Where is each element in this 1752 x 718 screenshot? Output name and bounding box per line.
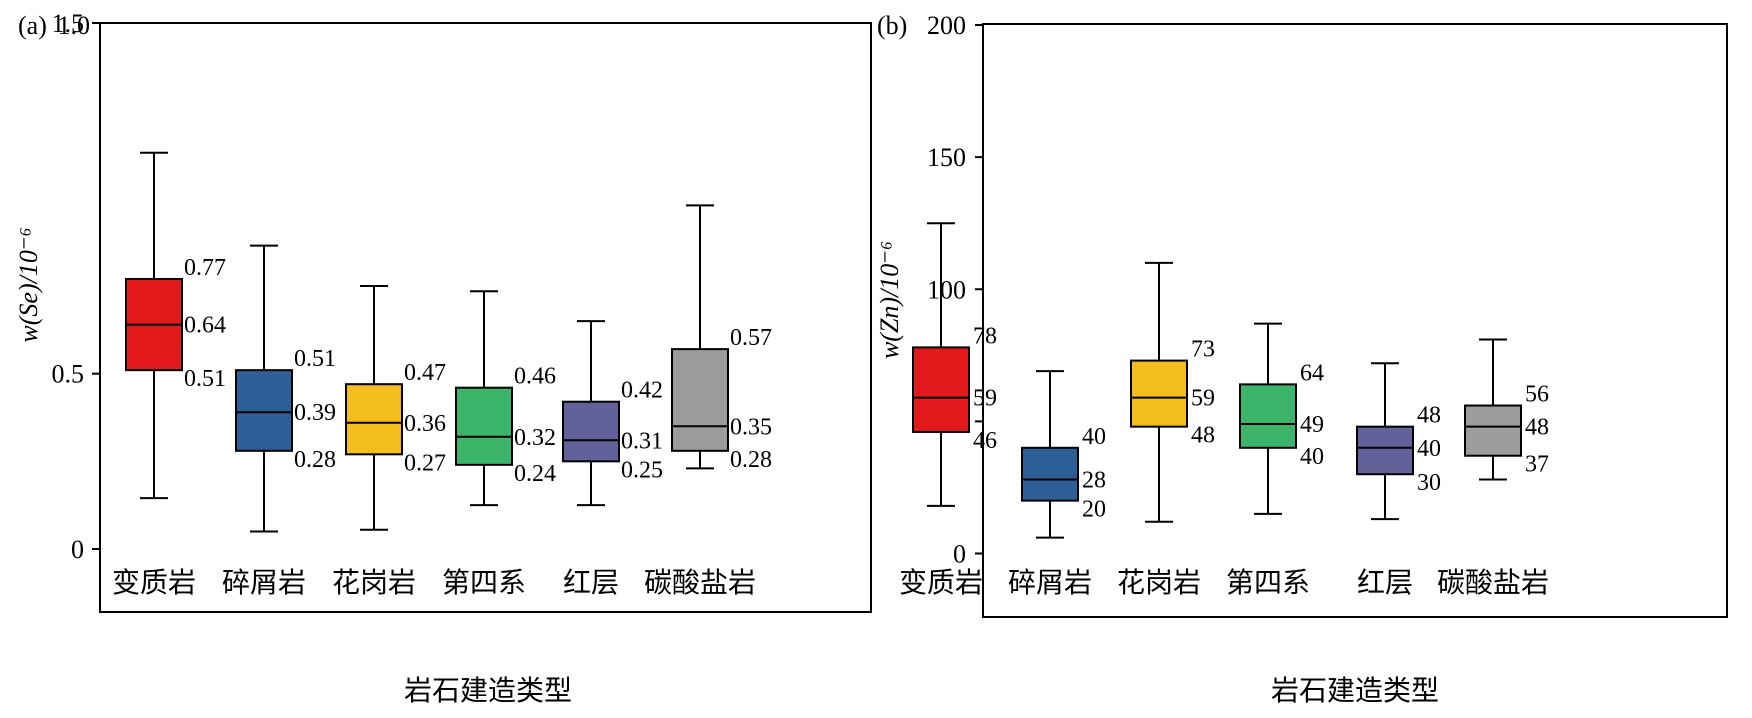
x-category-label: 碳酸盐岩 — [1437, 567, 1549, 599]
box-5: 0.42 0.31 0.25 — [562, 320, 663, 507]
median-label: 49 — [1300, 412, 1324, 438]
q1-label: 0.28 — [730, 447, 772, 473]
q3-label: 73 — [1191, 337, 1215, 363]
iqr-box — [235, 369, 293, 452]
x-category-label: 第四系 — [1226, 567, 1310, 599]
median-label: 59 — [1191, 386, 1215, 412]
median-label: 40 — [1417, 436, 1441, 462]
median-label: 0.32 — [514, 425, 556, 451]
box-6: 56 48 37 — [1464, 338, 1549, 481]
panel-b-boxes: 78 59 46 40 28 20 73 59 48 64 49 40 48 40 30 56 48 37 — [912, 222, 1549, 539]
box-5: 48 40 30 — [1356, 362, 1441, 521]
iqr-box — [562, 400, 620, 463]
q1-label: 20 — [1082, 497, 1106, 523]
panel-a-x-axis-label: 岩石建造类型 — [404, 675, 572, 707]
q3-label: 0.42 — [621, 378, 663, 404]
panel-a-x-ticks: 变质岩 碎屑岩 花岗岩 第四系 红层 碳酸盐岩 — [112, 567, 756, 599]
box-2: 0.51 0.39 0.28 — [235, 244, 336, 533]
x-category-label: 碳酸盐岩 — [644, 567, 756, 599]
median-label: 59 — [973, 386, 997, 412]
median-label: 0.35 — [730, 414, 772, 440]
y-tick-label: 150 — [927, 143, 966, 172]
median-label: 0.31 — [621, 428, 663, 454]
x-category-label: 碎屑岩 — [1008, 567, 1092, 599]
x-category-label: 花岗岩 — [332, 567, 416, 599]
iqr-box — [1356, 425, 1414, 476]
q3-label: 0.46 — [514, 364, 556, 390]
median-label: 0.39 — [294, 400, 336, 426]
iqr-box — [671, 348, 729, 452]
q3-label: 0.77 — [184, 255, 226, 281]
median-label: 0.64 — [184, 313, 226, 339]
q3-label: 64 — [1300, 360, 1324, 386]
q1-label: 30 — [1417, 470, 1441, 496]
q1-label: 46 — [973, 428, 997, 454]
x-category-label: 花岗岩 — [1117, 567, 1201, 599]
iqr-box — [455, 386, 513, 466]
x-category-label: 第四系 — [442, 567, 526, 599]
box-1: 78 59 46 — [912, 222, 997, 507]
iqr-box — [1239, 383, 1297, 449]
y-tick-label: 200 — [927, 11, 966, 40]
q3-label: 0.57 — [730, 325, 772, 351]
iqr-box — [1021, 446, 1079, 502]
q3-label: 0.47 — [404, 360, 446, 386]
panel-a-y-axis-label: w(Se)/10⁻⁶ — [14, 227, 43, 342]
y-tick-label: 0 — [71, 535, 84, 564]
iqr-box — [1464, 404, 1522, 457]
iqr-box — [345, 383, 403, 456]
panel-b-label: (b) — [877, 11, 907, 40]
q1-label: 40 — [1300, 444, 1324, 470]
box-1: 0.77 0.64 0.51 — [125, 151, 226, 500]
panel-a-se: (a) 1.0 w(Se)/10⁻⁶ 岩石建造类型 0 0.5 1.5 变质岩 碎屑岩… — [14, 9, 872, 707]
panel-a-y-ticks: 0 0.5 1.5 — [52, 9, 100, 564]
y-tick-label: 0.5 — [52, 360, 85, 389]
iqr-box — [1130, 359, 1188, 428]
panel-a-label: (a) — [18, 11, 47, 40]
panel-b-zn: (b) w(Zn)/10⁻⁶ 岩石建造类型 050100150200 变质岩碎屑… — [875, 11, 1728, 707]
panel-b-y-ticks: 050100150200 — [927, 11, 983, 569]
box-4: 0.46 0.32 0.24 — [455, 290, 556, 507]
x-category-label: 红层 — [563, 567, 619, 599]
x-category-label: 碎屑岩 — [222, 567, 306, 599]
panel-a-frame — [99, 22, 872, 613]
median-label: 0.36 — [404, 411, 446, 437]
panel-b-y-axis-label: w(Zn)/10⁻⁶ — [875, 241, 904, 359]
box-2: 40 28 20 — [1021, 370, 1106, 539]
q1-label: 37 — [1525, 452, 1549, 478]
box-3: 0.47 0.36 0.27 — [345, 284, 446, 531]
panel-b-frame — [982, 23, 1728, 618]
box-4: 64 49 40 — [1239, 322, 1324, 515]
y-tick-label: 100 — [927, 275, 966, 304]
box-6: 0.57 0.35 0.28 — [671, 204, 772, 473]
q1-label: 0.24 — [514, 461, 556, 487]
panel-b-x-axis-label: 岩石建造类型 — [1271, 675, 1439, 707]
q1-label: 0.28 — [294, 447, 336, 473]
q3-label: 56 — [1525, 382, 1549, 408]
iqr-box — [912, 346, 970, 433]
median-label: 28 — [1082, 468, 1106, 494]
q1-label: 0.27 — [404, 450, 446, 476]
q1-label: 48 — [1191, 423, 1215, 449]
panel-a-top-tick-label: 1.0 — [58, 11, 91, 40]
panel-b-x-ticks: 变质岩 碎屑岩 花岗岩 第四系 红层 碳酸盐岩 — [899, 567, 1549, 599]
box-3: 73 59 48 — [1130, 261, 1215, 523]
q3-label: 40 — [1082, 424, 1106, 450]
x-category-label: 变质岩 — [899, 567, 983, 599]
x-category-label: 红层 — [1357, 567, 1413, 599]
q3-label: 48 — [1417, 403, 1441, 429]
q3-label: 0.51 — [294, 346, 336, 372]
x-category-label: 变质岩 — [112, 567, 196, 599]
panel-a-boxes: 0.77 0.64 0.51 0.51 0.39 0.28 0.47 0.36 0.27 0.46… — [125, 151, 772, 533]
y-tick-label: 1.5 — [52, 9, 85, 38]
y-tick-label: 0 — [953, 540, 966, 569]
q3-label: 78 — [973, 323, 997, 349]
median-label: 48 — [1525, 415, 1549, 441]
q1-label: 0.25 — [621, 457, 663, 483]
q1-label: 0.51 — [184, 366, 226, 392]
